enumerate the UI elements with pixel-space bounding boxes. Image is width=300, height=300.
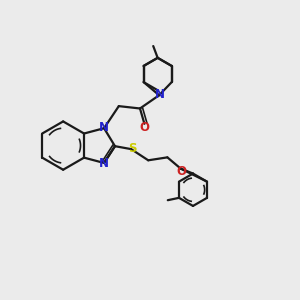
Text: O: O bbox=[176, 165, 186, 178]
Text: N: N bbox=[99, 157, 110, 170]
Text: S: S bbox=[128, 142, 136, 155]
Text: N: N bbox=[99, 121, 110, 134]
Text: N: N bbox=[155, 88, 165, 100]
Text: O: O bbox=[140, 121, 149, 134]
